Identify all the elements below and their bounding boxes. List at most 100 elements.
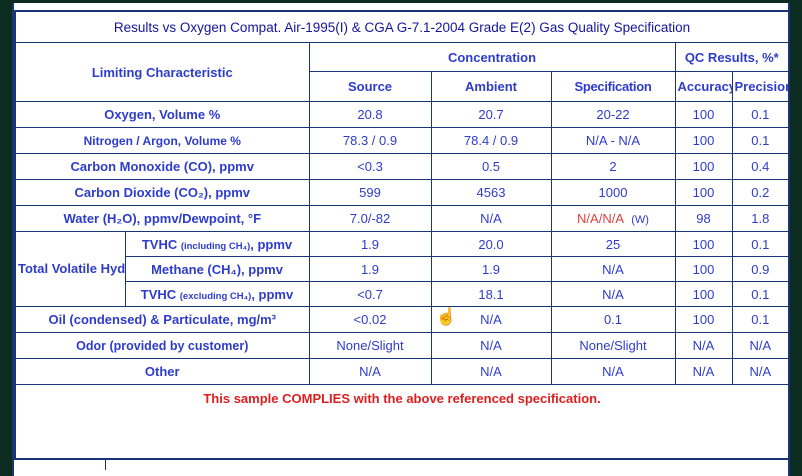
source-value: 1.9 bbox=[308, 256, 432, 282]
tvhc-group-label: Total Volatile Hydrocarbon Content (TVHC… bbox=[14, 231, 126, 307]
accuracy-value: 100 bbox=[674, 256, 733, 282]
ambient-value: 0.5 bbox=[430, 153, 552, 180]
precision-value: 0.2 bbox=[731, 179, 790, 206]
source-value: <0.3 bbox=[308, 153, 432, 180]
ambient-value: 78.4 / 0.9 bbox=[430, 127, 552, 154]
ambient-value: 1.9 bbox=[430, 256, 552, 282]
header-row-1: Limiting Characteristic Concentration QC… bbox=[14, 42, 790, 102]
column-header-precision: Precision bbox=[731, 71, 790, 102]
source-value: 7.0/-82 bbox=[308, 205, 432, 232]
row-odor: Odor (provided by customer) None/Slight … bbox=[14, 332, 790, 359]
row-label: Methane (CH₄), ppmv bbox=[124, 256, 310, 282]
ambient-value: N/A bbox=[430, 205, 552, 232]
accuracy-value: 100 bbox=[674, 281, 733, 307]
spec-na-text: N/A/N/A bbox=[577, 211, 624, 226]
compliance-row: This sample COMPLIES with the above refe… bbox=[14, 384, 790, 460]
specification-value: N/A/N/A (W) bbox=[550, 205, 676, 232]
precision-value: 0.1 bbox=[731, 127, 790, 154]
row-water: Water (H₂O), ppmv/Dewpoint, °F 7.0/-82 N… bbox=[14, 205, 790, 232]
column-header-ambient: Ambient bbox=[430, 71, 552, 102]
cursor-hand-icon: ☝ bbox=[435, 307, 457, 326]
ambient-value: 4563 bbox=[430, 179, 552, 206]
row-nitrogen-argon: Nitrogen / Argon, Volume % 78.3 / 0.9 78… bbox=[14, 127, 790, 154]
column-header-source: Source bbox=[308, 71, 432, 102]
spec-w-note: (W) bbox=[631, 214, 649, 226]
source-value: 20.8 bbox=[308, 101, 432, 128]
row-label: Oil (condensed) & Particulate, mg/m³ bbox=[14, 306, 310, 333]
row-label: Nitrogen / Argon, Volume % bbox=[14, 127, 310, 154]
specification-value: 20-22 bbox=[550, 101, 676, 128]
precision-value: 0.1 bbox=[731, 281, 790, 307]
source-value: <0.02 bbox=[308, 306, 432, 333]
column-header-concentration: Concentration bbox=[308, 42, 676, 72]
ambient-value: 20.0 bbox=[430, 231, 552, 257]
precision-value: N/A bbox=[731, 358, 790, 385]
column-header-limiting-characteristic: Limiting Characteristic bbox=[14, 42, 310, 102]
row-carbon-dioxide: Carbon Dioxide (CO₂), ppmv 599 4563 1000… bbox=[14, 179, 790, 206]
row-label: Carbon Dioxide (CO₂), ppmv bbox=[14, 179, 310, 206]
compliance-statement: This sample COMPLIES with the above refe… bbox=[14, 384, 790, 460]
row-other: Other N/A N/A N/A N/A N/A bbox=[14, 358, 790, 385]
ambient-value[interactable]: ☝ N/A bbox=[430, 306, 552, 333]
source-value: None/Slight bbox=[308, 332, 432, 359]
row-label: Odor (provided by customer) bbox=[14, 332, 310, 359]
accuracy-value: 100 bbox=[674, 306, 733, 333]
specification-value: N/A bbox=[550, 256, 676, 282]
label-main: TVHC bbox=[141, 236, 181, 252]
label-suffix: , ppmv bbox=[251, 286, 294, 302]
row-label: Water (H₂O), ppmv/Dewpoint, °F bbox=[14, 205, 310, 232]
row-label: Other bbox=[14, 358, 310, 385]
column-header-specification: Specification bbox=[550, 71, 676, 102]
label-small: (including CH₄) bbox=[180, 240, 251, 252]
row-oil-particulate: Oil (condensed) & Particulate, mg/m³ <0.… bbox=[14, 306, 790, 333]
ambient-text: N/A bbox=[480, 312, 502, 327]
row-label: Oxygen, Volume % bbox=[14, 101, 310, 128]
specification-value: None/Slight bbox=[550, 332, 676, 359]
specification-value: N/A - N/A bbox=[550, 127, 676, 154]
precision-value: 0.9 bbox=[731, 256, 790, 282]
specification-value: 1000 bbox=[550, 179, 676, 206]
row-methane: Methane (CH₄), ppmv 1.9 1.9 N/A 100 0.9 bbox=[15, 256, 790, 282]
row-tvhc-including: Total Volatile Hydrocarbon Content (TVHC… bbox=[14, 231, 790, 307]
precision-value: 0.1 bbox=[731, 231, 790, 257]
precision-value: 0.1 bbox=[731, 306, 790, 333]
column-header-qc-results: QC Results, %* bbox=[674, 42, 790, 72]
row-carbon-monoxide: Carbon Monoxide (CO), ppmv <0.3 0.5 2 10… bbox=[14, 153, 790, 180]
row-label: TVHC (excluding CH₄), ppmv bbox=[124, 281, 310, 307]
accuracy-value: 100 bbox=[674, 179, 733, 206]
report-page: Results vs Oxygen Compat. Air-1995(I) & … bbox=[12, 3, 791, 476]
accuracy-value: 100 bbox=[674, 101, 733, 128]
label-main: TVHC bbox=[140, 286, 180, 302]
precision-value: N/A bbox=[731, 332, 790, 359]
accuracy-value: N/A bbox=[674, 332, 733, 359]
precision-value: 0.4 bbox=[731, 153, 790, 180]
accuracy-value: 100 bbox=[674, 127, 733, 154]
label-small: (excluding CH₄) bbox=[179, 290, 252, 302]
page-title: Results vs Oxygen Compat. Air-1995(I) & … bbox=[14, 10, 790, 43]
column-header-accuracy: Accuracy bbox=[674, 71, 733, 102]
next-section-partial-row bbox=[14, 460, 788, 470]
gas-quality-table: Results vs Oxygen Compat. Air-1995(I) & … bbox=[14, 10, 791, 460]
source-value: 1.9 bbox=[308, 231, 432, 257]
row-label: Carbon Monoxide (CO), ppmv bbox=[14, 153, 310, 180]
precision-value: 0.1 bbox=[731, 101, 790, 128]
ambient-value: N/A bbox=[430, 332, 552, 359]
accuracy-value: 100 bbox=[674, 231, 733, 257]
accuracy-value: 100 bbox=[674, 153, 733, 180]
source-value: <0.7 bbox=[308, 281, 432, 307]
specification-value: 25 bbox=[550, 231, 676, 257]
ambient-value: N/A bbox=[430, 358, 552, 385]
source-value: N/A bbox=[308, 358, 432, 385]
ambient-value: 18.1 bbox=[430, 281, 552, 307]
specification-value: 0.1 bbox=[550, 306, 676, 333]
table-title-row: Results vs Oxygen Compat. Air-1995(I) & … bbox=[14, 10, 790, 43]
accuracy-value: N/A bbox=[674, 358, 733, 385]
row-label: TVHC (including CH₄), ppmv bbox=[124, 231, 310, 257]
row-oxygen: Oxygen, Volume % 20.8 20.7 20-22 100 0.1 bbox=[14, 101, 790, 128]
specification-value: 2 bbox=[550, 153, 676, 180]
source-value: 78.3 / 0.9 bbox=[308, 127, 432, 154]
source-value: 599 bbox=[308, 179, 432, 206]
ambient-value: 20.7 bbox=[430, 101, 552, 128]
specification-value: N/A bbox=[550, 358, 676, 385]
accuracy-value: 98 bbox=[674, 205, 733, 232]
